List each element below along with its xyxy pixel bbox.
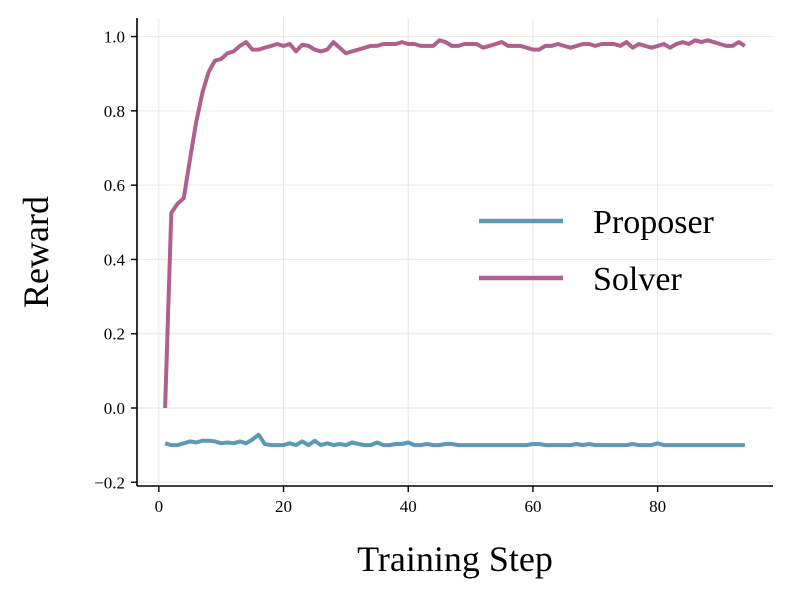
y-tick-label: 0.6 <box>104 176 125 195</box>
x-tick-label: 80 <box>649 497 666 516</box>
legend: Proposer Solver <box>479 204 715 298</box>
x-tick-label: 60 <box>524 497 541 516</box>
x-axis-title: Training Step <box>357 539 553 579</box>
y-tick-label: −0.2 <box>94 473 125 492</box>
y-axis-title: Reward <box>16 196 56 308</box>
x-tick-label: 0 <box>155 497 164 516</box>
legend-label-solver: Solver <box>593 261 682 298</box>
x-ticks: 0 20 40 60 80 <box>155 486 666 516</box>
y-tick-label: 0.4 <box>104 250 126 269</box>
series-line-solver <box>163 38 746 409</box>
legend-label-proposer: Proposer <box>593 204 715 241</box>
x-tick-label: 40 <box>400 497 417 516</box>
y-tick-label: 1.0 <box>104 28 125 47</box>
axes <box>136 18 773 487</box>
y-tick-label: 0.0 <box>104 399 125 418</box>
series-line-proposer <box>164 432 745 448</box>
series-lines <box>163 38 746 448</box>
x-tick-label: 20 <box>275 497 292 516</box>
y-tick-label: 0.2 <box>104 325 125 344</box>
grid <box>137 18 773 486</box>
y-ticks: −0.2 0.0 0.2 0.4 0.6 0.8 1.0 <box>94 28 137 492</box>
y-tick-label: 0.8 <box>104 102 125 121</box>
